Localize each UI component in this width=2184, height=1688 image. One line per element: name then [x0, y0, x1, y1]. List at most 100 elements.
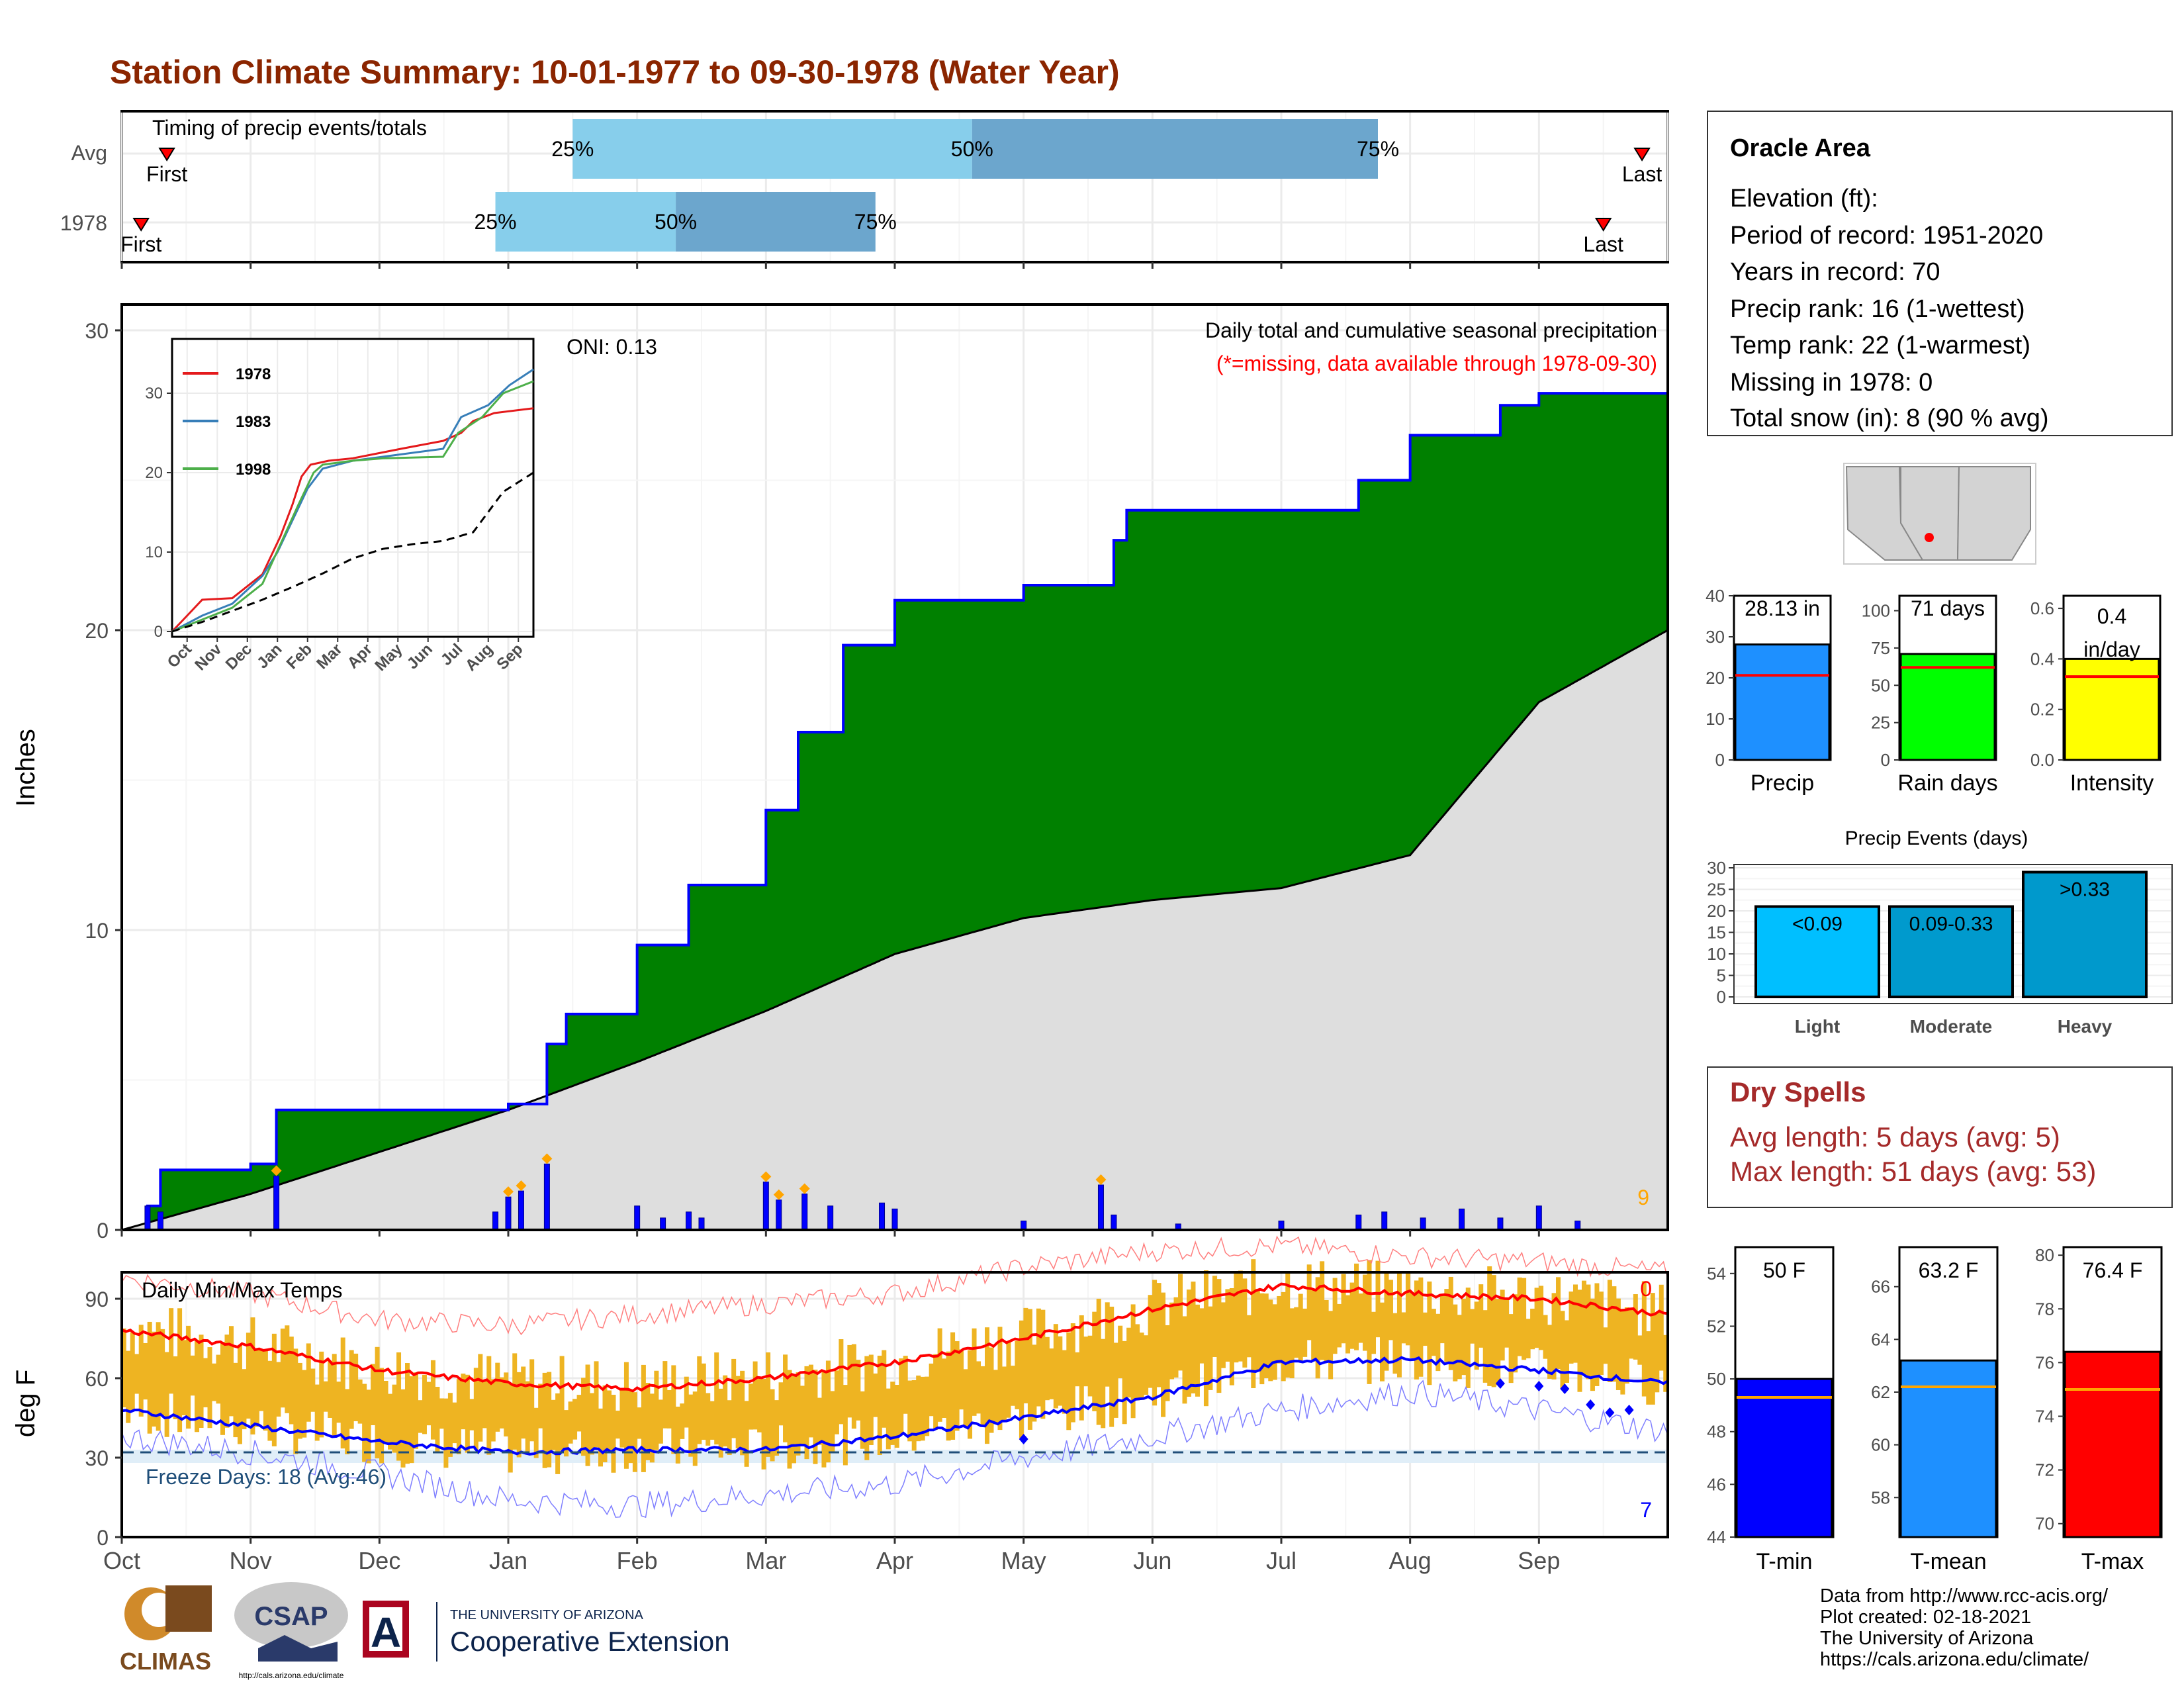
daily-temp-range-bar [1641, 1281, 1647, 1397]
daily-temp-range-bar [302, 1370, 307, 1438]
daily-temp-range-bar [1199, 1308, 1205, 1364]
daily-temp-range-bar [1315, 1277, 1320, 1379]
daily-temp-range-bar [1487, 1266, 1492, 1386]
daily-temp-range-bar [1577, 1289, 1582, 1392]
daily-temp-range-bar [1259, 1293, 1265, 1385]
daily-temp-range-bar [1513, 1294, 1518, 1373]
daily-temp-range-bar [564, 1410, 569, 1457]
daily-temp-range-bar [576, 1395, 582, 1432]
daily-temp-range-bar [602, 1385, 608, 1462]
daily-temp-range-bar [1560, 1311, 1565, 1389]
daily-temp-range-bar [942, 1358, 947, 1418]
daily-temp-range-bar [138, 1325, 144, 1417]
daily-temp-range-bar [799, 1385, 805, 1445]
daily-temp-range-bar [392, 1384, 397, 1453]
daily-temp-range-bar [1500, 1289, 1505, 1361]
info-line: Period of record: 1951-2020 [1730, 222, 2043, 250]
daily-temp-range-bar [684, 1376, 689, 1428]
daily-temp-range-bar [842, 1385, 848, 1466]
daily-temp-range-bar [1109, 1306, 1115, 1427]
daily-temp-range-bar [1113, 1342, 1118, 1418]
summary-bar-label: Rain days [1897, 771, 1997, 796]
daily-temp-range-bar [1384, 1272, 1389, 1371]
daily-temp-range-bar [1418, 1277, 1424, 1377]
daily-temp-range-bar [418, 1400, 423, 1433]
daily-temp-range-bar [1058, 1336, 1063, 1406]
daily-temp-range-bar [499, 1377, 504, 1429]
daily-temp-range-bar [1620, 1309, 1625, 1395]
daily-temp-range-bar [770, 1389, 775, 1462]
timing-bar-q25-q50 [572, 119, 972, 179]
temp-summary-tick-label: 46 [1707, 1474, 1726, 1494]
temp-summary-value-label: 50 F [1763, 1258, 1805, 1282]
daily-temp-range-bar [1637, 1335, 1643, 1365]
daily-temp-range-bar [1392, 1313, 1398, 1374]
temp-chart-title: Daily Min/Max Temps [142, 1278, 342, 1302]
daily-temp-range-bar [868, 1354, 874, 1445]
daily-temp-range-bar [533, 1407, 539, 1458]
daily-temp-range-bar [817, 1397, 822, 1445]
daily-temp-range-bar [529, 1359, 535, 1442]
events-bar-label: Moderate [1910, 1016, 1992, 1037]
daily-temp-range-bar [1633, 1294, 1638, 1360]
daily-temp-range-bar [413, 1372, 418, 1449]
daily-temp-range-bar [1238, 1270, 1243, 1362]
daily-precip-bar [1278, 1220, 1285, 1231]
daily-temp-range-bar [1435, 1313, 1441, 1372]
daily-temp-range-bar [959, 1349, 964, 1410]
daily-temp-range-bar [1015, 1340, 1020, 1409]
daily-temp-range-bar [985, 1327, 990, 1444]
cumulative-precip-line [122, 386, 1669, 1231]
map-region-east [1956, 466, 2031, 561]
daily-temp-range-bar [1126, 1327, 1132, 1398]
daily-temp-range-bar [972, 1328, 977, 1416]
daily-temp-range-bar [328, 1360, 333, 1418]
events-bar-label: Light [1795, 1016, 1840, 1037]
daily-temp-range-bar [1186, 1289, 1191, 1397]
summary-bar-value-label: 0.4 [2097, 604, 2126, 628]
cold-day-count: 7 [1640, 1498, 1652, 1522]
footer-line: The University of Arizona [1820, 1628, 2034, 1649]
events-bar [1888, 905, 2014, 998]
daily-temp-range-bar [396, 1352, 402, 1461]
daily-temp-range-bar [357, 1379, 363, 1424]
daily-temp-range-bar [1431, 1309, 1436, 1356]
month-tick-label: Aug [1389, 1547, 1432, 1574]
daily-temp-range-bar [637, 1407, 642, 1439]
daily-temp-range-bar [1152, 1280, 1158, 1406]
daily-temp-range-bar [1539, 1286, 1544, 1350]
daily-temp-range-bar [555, 1393, 561, 1474]
daily-temp-range-bar [916, 1376, 921, 1442]
record-cold-marker [1534, 1381, 1544, 1391]
daily-temp-range-bar [1027, 1309, 1032, 1430]
events-y-tick-label: 5 [1717, 966, 1726, 986]
daily-temp-range-bar [787, 1370, 792, 1469]
daily-temp-range-bar [1439, 1295, 1445, 1344]
daily-temp-range-bar [1482, 1310, 1488, 1383]
daily-temp-range-bar [808, 1364, 813, 1438]
daily-temp-range-bar [422, 1374, 427, 1434]
daily-temp-range-bar [134, 1354, 140, 1394]
daily-precip-bar [879, 1202, 886, 1231]
daily-temp-range-bar [813, 1370, 818, 1464]
events-y-tick-label: 10 [1707, 944, 1726, 964]
daily-temp-range-bar [1556, 1277, 1561, 1369]
daily-temp-range-bar [126, 1350, 131, 1423]
summary-bar-value-label: 28.13 in [1745, 596, 1820, 620]
daily-temp-range-bar [439, 1398, 444, 1429]
daily-temp-range-bar [1036, 1308, 1041, 1407]
temp-y-axis-title: deg F [11, 1370, 40, 1437]
daily-temp-range-bar [1324, 1299, 1329, 1362]
daily-temp-range-bar [1087, 1335, 1093, 1397]
daily-temp-range-bar [447, 1393, 453, 1457]
daily-temp-range-bar [409, 1376, 414, 1464]
climas-logo: CLIMAS [120, 1585, 212, 1675]
month-tick-label: May [1001, 1547, 1046, 1574]
daily-temp-range-bar [1169, 1302, 1175, 1380]
daily-temp-range-bar [177, 1308, 183, 1432]
daily-temp-range-bar [980, 1366, 985, 1427]
ua-name: THE UNIVERSITY OF ARIZONA [450, 1608, 644, 1622]
timing-q-label: 25% [475, 210, 517, 234]
daily-temp-range-bar [1135, 1324, 1140, 1401]
daily-precip-bar [492, 1211, 499, 1231]
